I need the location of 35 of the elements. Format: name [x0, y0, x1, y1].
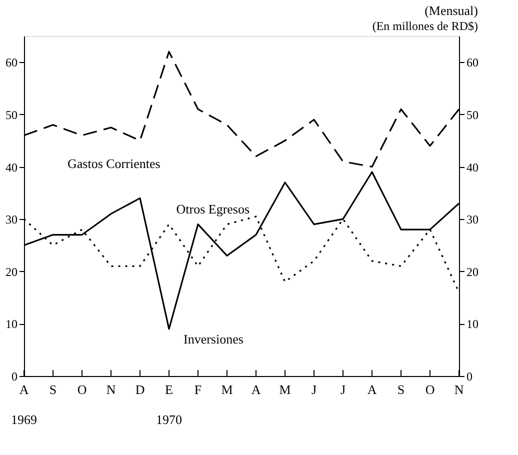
y-tick-label: 0 [12, 370, 18, 384]
x-tick-label: O [425, 382, 435, 397]
x-tick-label: J [340, 382, 346, 397]
x-tick-label: O [77, 382, 87, 397]
x-tick-label: M [279, 382, 292, 397]
y-tick-label: 30 [6, 212, 18, 227]
x-tick-label: E 1970 [156, 382, 182, 427]
series-label: Inversiones [184, 331, 244, 346]
x-tick-label: A [367, 382, 378, 397]
series-label: Otros Egresos [176, 202, 250, 217]
y-tick-label: 60 [6, 56, 18, 70]
y2-tick-label: 40 [466, 160, 478, 174]
series-label: Gastos Corrientes [68, 156, 160, 172]
chart-subtitle: (En millones de RD$) [372, 19, 478, 33]
x-tick-label: D [135, 382, 145, 397]
x-tick-label: N [454, 382, 464, 397]
x-tick-label: S [49, 382, 57, 397]
y2-tick-label: 60 [466, 56, 478, 70]
y2-tick-label: 0 [466, 370, 472, 384]
y-tick-label: 50 [6, 108, 18, 122]
x-tick-label: F [194, 382, 202, 397]
y2-tick-label: 30 [466, 212, 478, 227]
y-tick-label: 20 [6, 264, 18, 279]
y-tick-label: 10 [6, 317, 18, 332]
y-tick-label: 40 [6, 160, 18, 174]
chart-title: (Mensual) [424, 3, 478, 18]
x-tick-label: N [106, 382, 116, 397]
y2-tick-label: 10 [466, 317, 478, 332]
x-tick-label: J [311, 382, 317, 397]
x-tick-label: A [251, 382, 262, 397]
x-tick-label: M [221, 382, 234, 397]
x-tick-label: S [397, 382, 405, 397]
y2-tick-label: 50 [466, 108, 478, 122]
x-tick-label: A 1969 [11, 382, 37, 427]
y2-tick-label: 20 [466, 264, 478, 279]
